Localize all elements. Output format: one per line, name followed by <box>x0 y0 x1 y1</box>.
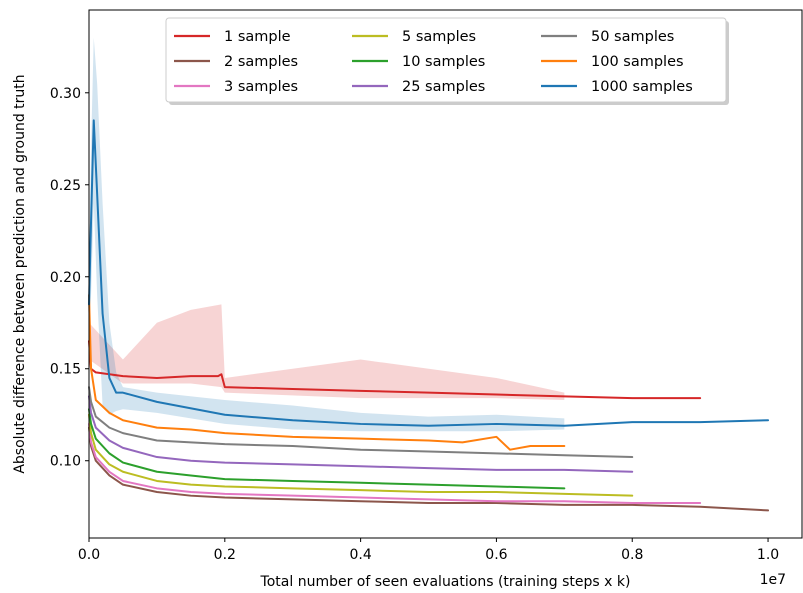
band-0 <box>89 304 565 401</box>
legend-label-5: 25 samples <box>402 79 485 95</box>
legend-label-0: 1 sample <box>224 29 291 45</box>
y-axis-label: Absolute difference between prediction a… <box>12 74 28 473</box>
x-tick-label-0: 0.0 <box>78 547 100 563</box>
x-tick-label-1: 0.2 <box>214 547 236 563</box>
y-tick-label-4: 0.30 <box>50 86 81 102</box>
legend-label-7: 100 samples <box>591 54 684 70</box>
series-line-3 <box>88 413 634 497</box>
series-line-7 <box>88 294 566 451</box>
legend-label-6: 50 samples <box>591 29 674 45</box>
y-tick-label-3: 0.25 <box>50 178 81 194</box>
y-tick-label-2: 0.20 <box>50 270 81 286</box>
x-axis-offset-label: 1e7 <box>760 572 786 588</box>
x-tick-label-3: 0.6 <box>485 547 507 563</box>
series-line-4 <box>88 408 566 490</box>
x-axis-label: Total number of seen evaluations (traini… <box>260 574 631 590</box>
plot-frame <box>88 9 803 539</box>
legend-label-8: 1000 samples <box>591 79 693 95</box>
series-lines <box>88 119 770 512</box>
series-line-6 <box>88 386 634 459</box>
x-tick-label-5: 1.0 <box>757 547 779 563</box>
y-tick-label-1: 0.15 <box>50 362 81 378</box>
series-line-2 <box>88 422 702 505</box>
series-line-5 <box>88 395 634 473</box>
y-axis-ticks: 0.10 0.15 0.20 0.25 0.30 <box>50 86 89 470</box>
band-8 <box>89 37 565 432</box>
legend-label-4: 10 samples <box>402 54 485 70</box>
x-axis-ticks: 0.0 0.2 0.4 0.6 0.8 1.0 <box>78 538 779 563</box>
series-line-1 <box>88 426 770 512</box>
x-tick-label-4: 0.8 <box>621 547 643 563</box>
legend-label-2: 3 samples <box>224 79 298 95</box>
y-tick-label-0: 0.10 <box>50 454 81 470</box>
legend-label-1: 2 samples <box>224 54 298 70</box>
legend-box <box>165 17 727 103</box>
x-tick-label-2: 0.4 <box>349 547 371 563</box>
legend: 1 sample 2 samples 3 samples 5 samples 10 sa… <box>165 17 729 105</box>
legend-label-3: 5 samples <box>402 29 476 45</box>
series-line-8 <box>88 119 770 427</box>
